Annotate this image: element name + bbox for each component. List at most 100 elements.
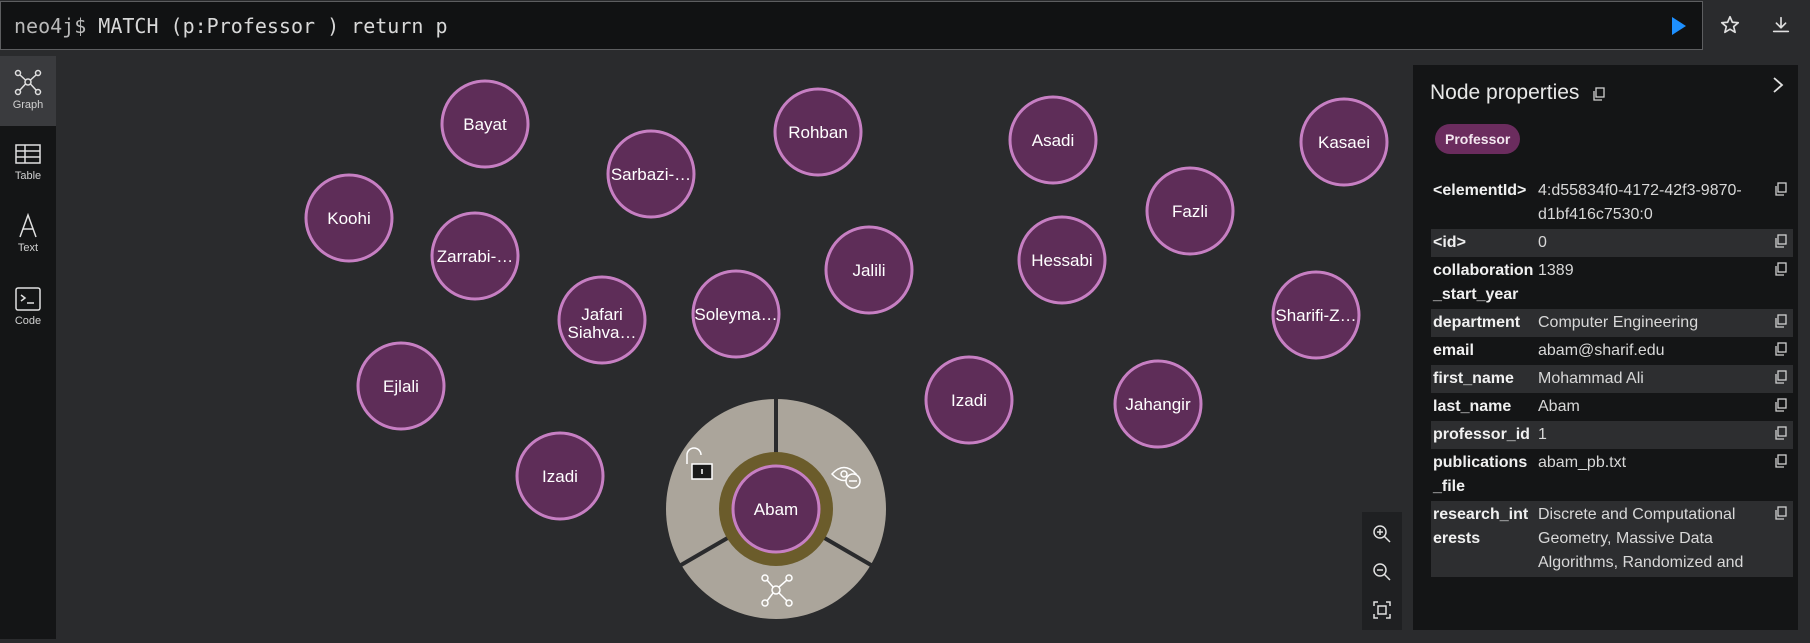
property-value: abam@sharif.edu xyxy=(1538,342,1665,359)
property-row: professor_id 1 xyxy=(1431,421,1793,449)
svg-text:Rohban: Rohban xyxy=(788,123,848,142)
zoom-out-icon[interactable] xyxy=(1372,562,1392,582)
svg-text:Jahangir: Jahangir xyxy=(1125,395,1191,414)
fit-to-screen-icon[interactable] xyxy=(1372,600,1392,620)
graph-node[interactable]: Izadi xyxy=(924,355,1014,445)
property-value: Discrete and Computational Geometry, Mas… xyxy=(1538,506,1744,571)
copy-icon[interactable] xyxy=(1774,506,1788,520)
property-row: department Computer Engineering xyxy=(1431,309,1793,337)
property-key: last_name xyxy=(1433,398,1512,415)
property-key: <id> xyxy=(1433,234,1466,251)
zoom-controls xyxy=(1362,512,1402,630)
code-icon xyxy=(15,287,41,311)
property-key: <elementId> xyxy=(1433,182,1527,199)
sidebar-item-label: Text xyxy=(17,242,39,254)
query-prompt: neo4j$ xyxy=(14,14,87,38)
copy-icon[interactable] xyxy=(1774,314,1788,328)
graph-icon xyxy=(14,69,42,96)
graph-canvas[interactable]: Bayat Rohban Asadi Kasaei Sarbazi-… Kooh… xyxy=(56,56,1410,643)
graph-node[interactable]: Hessabi xyxy=(1017,215,1107,305)
chevron-right-icon[interactable] xyxy=(1768,75,1788,95)
property-row: first_name Mohammad Ali xyxy=(1431,365,1793,393)
graph-node[interactable]: Sarbazi-… xyxy=(606,129,696,219)
property-value: Computer Engineering xyxy=(1538,314,1699,331)
copy-icon[interactable] xyxy=(1774,454,1788,468)
play-icon[interactable] xyxy=(1666,14,1690,38)
property-key: collaboration_start_year xyxy=(1433,262,1534,303)
property-value: 0 xyxy=(1538,234,1547,251)
svg-text:Abam: Abam xyxy=(754,500,798,519)
graph-node[interactable]: Jahangir xyxy=(1113,359,1203,449)
graph-node[interactable]: Jalili xyxy=(824,225,914,315)
svg-text:Zarrabi-…: Zarrabi-… xyxy=(437,247,514,266)
svg-text:Ejlali: Ejlali xyxy=(383,377,419,396)
property-key: professor_id xyxy=(1433,426,1530,443)
property-key: publications_file xyxy=(1433,454,1528,495)
graph-node[interactable]: Asadi xyxy=(1008,95,1098,185)
copy-icon[interactable] xyxy=(1774,398,1788,412)
sidebar-item-text[interactable]: Text xyxy=(0,201,56,271)
graph-node[interactable]: Ejlali xyxy=(356,341,446,431)
sidebar-item-code[interactable]: Code xyxy=(0,274,56,344)
text-icon xyxy=(19,213,37,238)
selected-graph-node[interactable]: Abam xyxy=(731,464,821,554)
copy-icon[interactable] xyxy=(1774,370,1788,384)
property-row: email abam@sharif.edu xyxy=(1431,337,1793,365)
query-editor[interactable]: neo4j$ MATCH (p:Professor ) return p xyxy=(0,1,1703,50)
expand-icon[interactable] xyxy=(761,574,793,607)
graph-nodes: Bayat Rohban Asadi Kasaei Sarbazi-… Kooh… xyxy=(304,79,1389,521)
property-value: Abam xyxy=(1538,398,1580,415)
property-key: email xyxy=(1433,342,1474,359)
copy-icon[interactable] xyxy=(1774,234,1788,248)
property-row: collaboration_start_year 1389 xyxy=(1431,257,1793,309)
copy-icon[interactable] xyxy=(1774,426,1788,440)
copy-icon[interactable] xyxy=(1774,342,1788,356)
download-icon[interactable] xyxy=(1770,14,1792,36)
sidebar-item-label: Code xyxy=(14,315,42,327)
graph-node[interactable]: JafariSiahva… xyxy=(557,275,647,365)
zoom-in-icon[interactable] xyxy=(1372,524,1392,544)
copy-icon[interactable] xyxy=(1592,87,1606,101)
graph-node[interactable]: Zarrabi-… xyxy=(430,211,520,301)
query-text[interactable]: MATCH (p:Professor ) return p xyxy=(86,14,448,38)
property-row: last_name Abam xyxy=(1431,393,1793,421)
property-row: <id> 0 xyxy=(1431,229,1793,257)
graph-node[interactable]: Koohi xyxy=(304,173,394,263)
property-key: research_interests xyxy=(1433,506,1529,547)
sidebar-item-graph[interactable]: Graph xyxy=(0,56,56,126)
property-value: abam_pb.txt xyxy=(1538,454,1627,471)
property-row: research_interests Discrete and Computat… xyxy=(1431,501,1793,577)
label-badge-professor[interactable]: Professor xyxy=(1435,124,1521,154)
graph-node[interactable]: Sharifi-Z… xyxy=(1271,270,1361,360)
graph-node[interactable]: Fazli xyxy=(1145,166,1235,256)
property-row: <elementId> 4:d55834f0-4172-42f3-9870-d1… xyxy=(1431,177,1793,229)
sidebar-item-table[interactable]: Table xyxy=(0,129,56,199)
property-key: first_name xyxy=(1433,370,1514,387)
graph-node[interactable]: Soleyma… xyxy=(691,269,781,359)
node-label-line1: Jafari xyxy=(581,305,623,324)
graph-node[interactable]: Kasaei xyxy=(1299,97,1389,187)
property-value: Mohammad Ali xyxy=(1538,370,1644,387)
property-row: publications_file abam_pb.txt xyxy=(1431,449,1793,501)
properties-table: <elementId> 4:d55834f0-4172-42f3-9870-d1… xyxy=(1431,177,1793,577)
svg-text:Izadi: Izadi xyxy=(951,391,987,410)
graph-node[interactable]: Izadi xyxy=(515,431,605,521)
unlock-icon[interactable] xyxy=(686,447,713,480)
property-key: department xyxy=(1433,314,1521,331)
svg-text:Asadi: Asadi xyxy=(1032,131,1075,150)
panel-title: Node properties xyxy=(1430,81,1580,104)
svg-text:Bayat: Bayat xyxy=(463,115,507,134)
star-icon[interactable] xyxy=(1719,14,1741,36)
node-properties-panel: Node properties Professor <elementId> 4:… xyxy=(1413,65,1798,630)
svg-text:Hessabi: Hessabi xyxy=(1031,251,1092,270)
copy-icon[interactable] xyxy=(1774,182,1788,196)
view-switcher: Graph Table Text Code xyxy=(0,56,56,639)
svg-text:Sharifi-Z…: Sharifi-Z… xyxy=(1275,306,1356,325)
sidebar-item-label: Table xyxy=(14,170,42,182)
hide-icon[interactable] xyxy=(830,466,861,489)
graph-node[interactable]: Rohban xyxy=(773,87,863,177)
graph-node[interactable]: Bayat xyxy=(440,79,530,169)
svg-text:Soleyma…: Soleyma… xyxy=(694,305,777,324)
copy-icon[interactable] xyxy=(1774,262,1788,276)
sidebar-item-label: Graph xyxy=(12,99,44,111)
